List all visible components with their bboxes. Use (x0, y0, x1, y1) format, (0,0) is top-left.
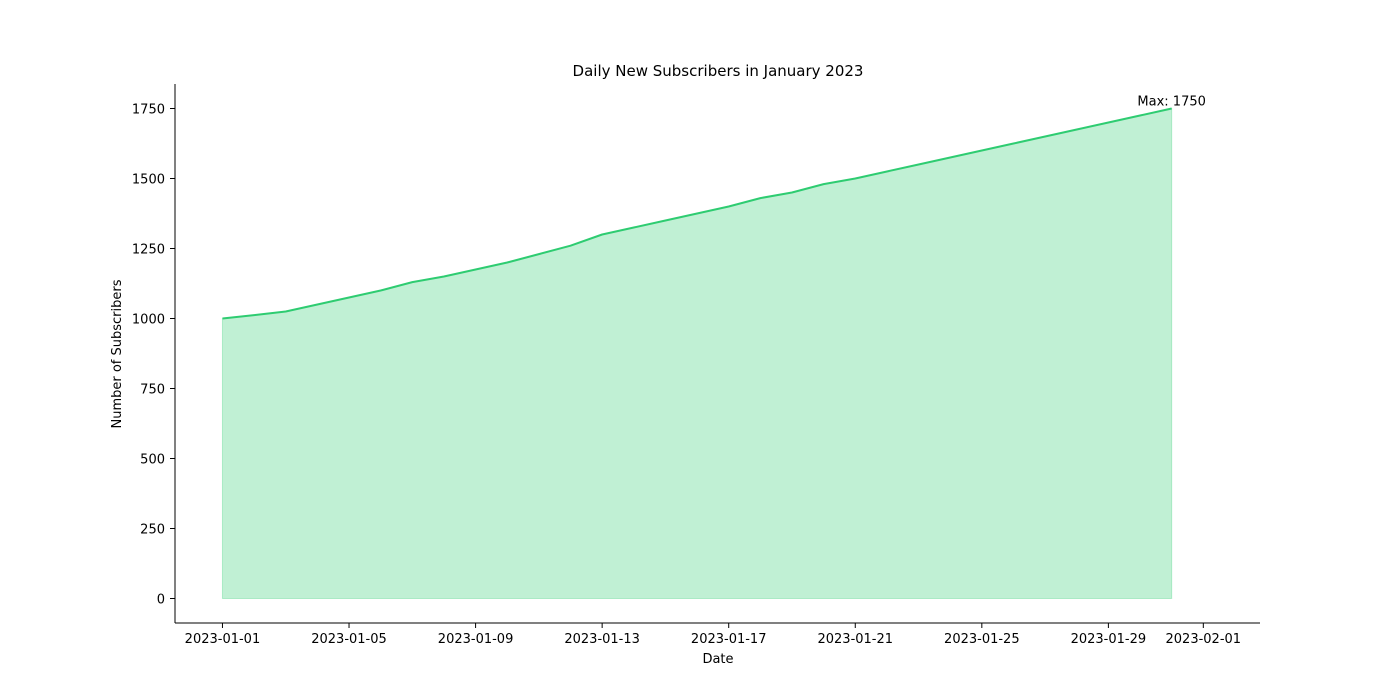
series-line (222, 107, 1172, 320)
x-tick-label: 2023-01-05 (311, 632, 387, 647)
y-tick-label: 0 (157, 593, 165, 608)
y-tick-label: 500 (140, 453, 165, 468)
x-tick-label: 2023-01-09 (438, 632, 514, 647)
max-annotation: Max: 1750 (1137, 95, 1205, 110)
y-tick-label: 1250 (132, 243, 165, 258)
series-area-fill (221, 107, 1173, 599)
x-tick-label: 2023-01-01 (185, 632, 261, 647)
y-tick-label: 1750 (132, 103, 165, 118)
x-tick-label: 2023-01-17 (691, 632, 767, 647)
x-tick-label: 2023-01-13 (564, 632, 640, 647)
y-tick-label: 250 (140, 523, 165, 538)
chart-title: Daily New Subscribers in January 2023 (573, 62, 864, 80)
x-tick-label: 2023-01-29 (1071, 632, 1147, 647)
x-tick-label: 2023-01-25 (944, 632, 1020, 647)
y-axis-title: Number of Subscribers (110, 279, 125, 428)
y-tick-label: 750 (140, 383, 165, 398)
y-tick-label: 1000 (132, 313, 165, 328)
x-tick-label: 2023-01-21 (817, 632, 893, 647)
x-axis-title: Date (702, 652, 733, 667)
x-tick-label: 2023-02-01 (1166, 632, 1242, 647)
y-tick-label: 1500 (132, 173, 165, 188)
